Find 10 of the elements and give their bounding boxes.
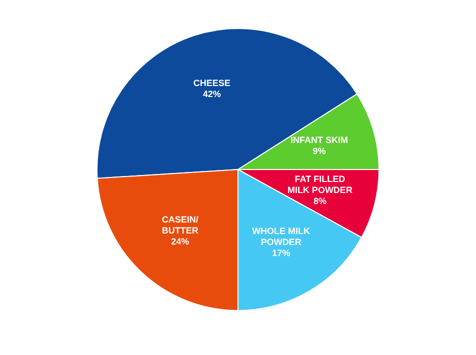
data-label: 9%: [312, 146, 326, 156]
data-label: 42%: [202, 89, 221, 100]
data-label: 24%: [171, 236, 190, 247]
slice-label: FAT FILLED MILK POWDER: [287, 174, 353, 196]
slice-label: WHOLE MILK POWDER: [252, 226, 311, 247]
data-label: 17%: [272, 248, 290, 258]
slice-label: INFANT SKIM: [290, 134, 348, 145]
data-label: 8%: [313, 196, 326, 206]
slice-label: CASEIN/ BUTTER: [162, 214, 199, 236]
slice-label: CHEESE: [193, 78, 230, 88]
